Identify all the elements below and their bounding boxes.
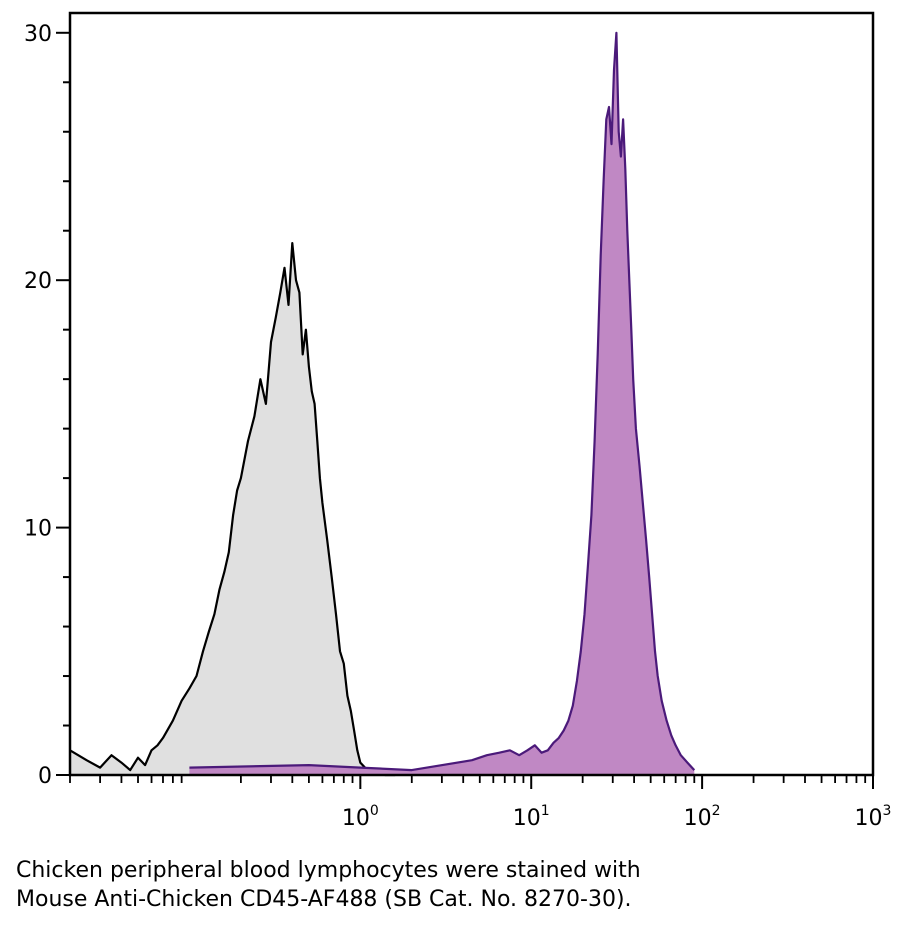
x-tick-exponent: 0 <box>370 803 379 819</box>
series-2-fill <box>189 32 695 776</box>
series-1-fill <box>70 243 396 776</box>
caption-line-1: Chicken peripheral blood lymphocytes wer… <box>16 858 641 883</box>
y-tick-label: 30 <box>24 22 52 47</box>
x-tick-exponent: 1 <box>541 803 550 819</box>
y-tick-label: 20 <box>24 269 52 294</box>
y-tick-label: 0 <box>38 764 52 789</box>
figure-caption: Chicken peripheral blood lymphocytes wer… <box>16 856 896 914</box>
x-tick-label: 101 <box>513 803 550 831</box>
plot-frame <box>68 11 875 777</box>
series-layer <box>69 31 696 777</box>
x-tick-label: 102 <box>684 803 721 831</box>
y-tick-label: 10 <box>24 517 52 542</box>
x-tick-base: 10 <box>855 806 883 831</box>
series-1-line <box>69 242 396 777</box>
x-tick-base: 10 <box>513 806 541 831</box>
x-tick-base: 10 <box>342 806 370 831</box>
x-tick-label: 103 <box>855 803 892 831</box>
series-2-line <box>189 31 696 772</box>
caption-line-2: Mouse Anti-Chicken CD45-AF488 (SB Cat. N… <box>16 887 632 912</box>
x-tick-label: 100 <box>342 803 379 831</box>
x-tick-base: 10 <box>684 806 712 831</box>
x-tick-exponent: 2 <box>712 803 721 819</box>
x-tick-exponent: 3 <box>883 803 892 819</box>
